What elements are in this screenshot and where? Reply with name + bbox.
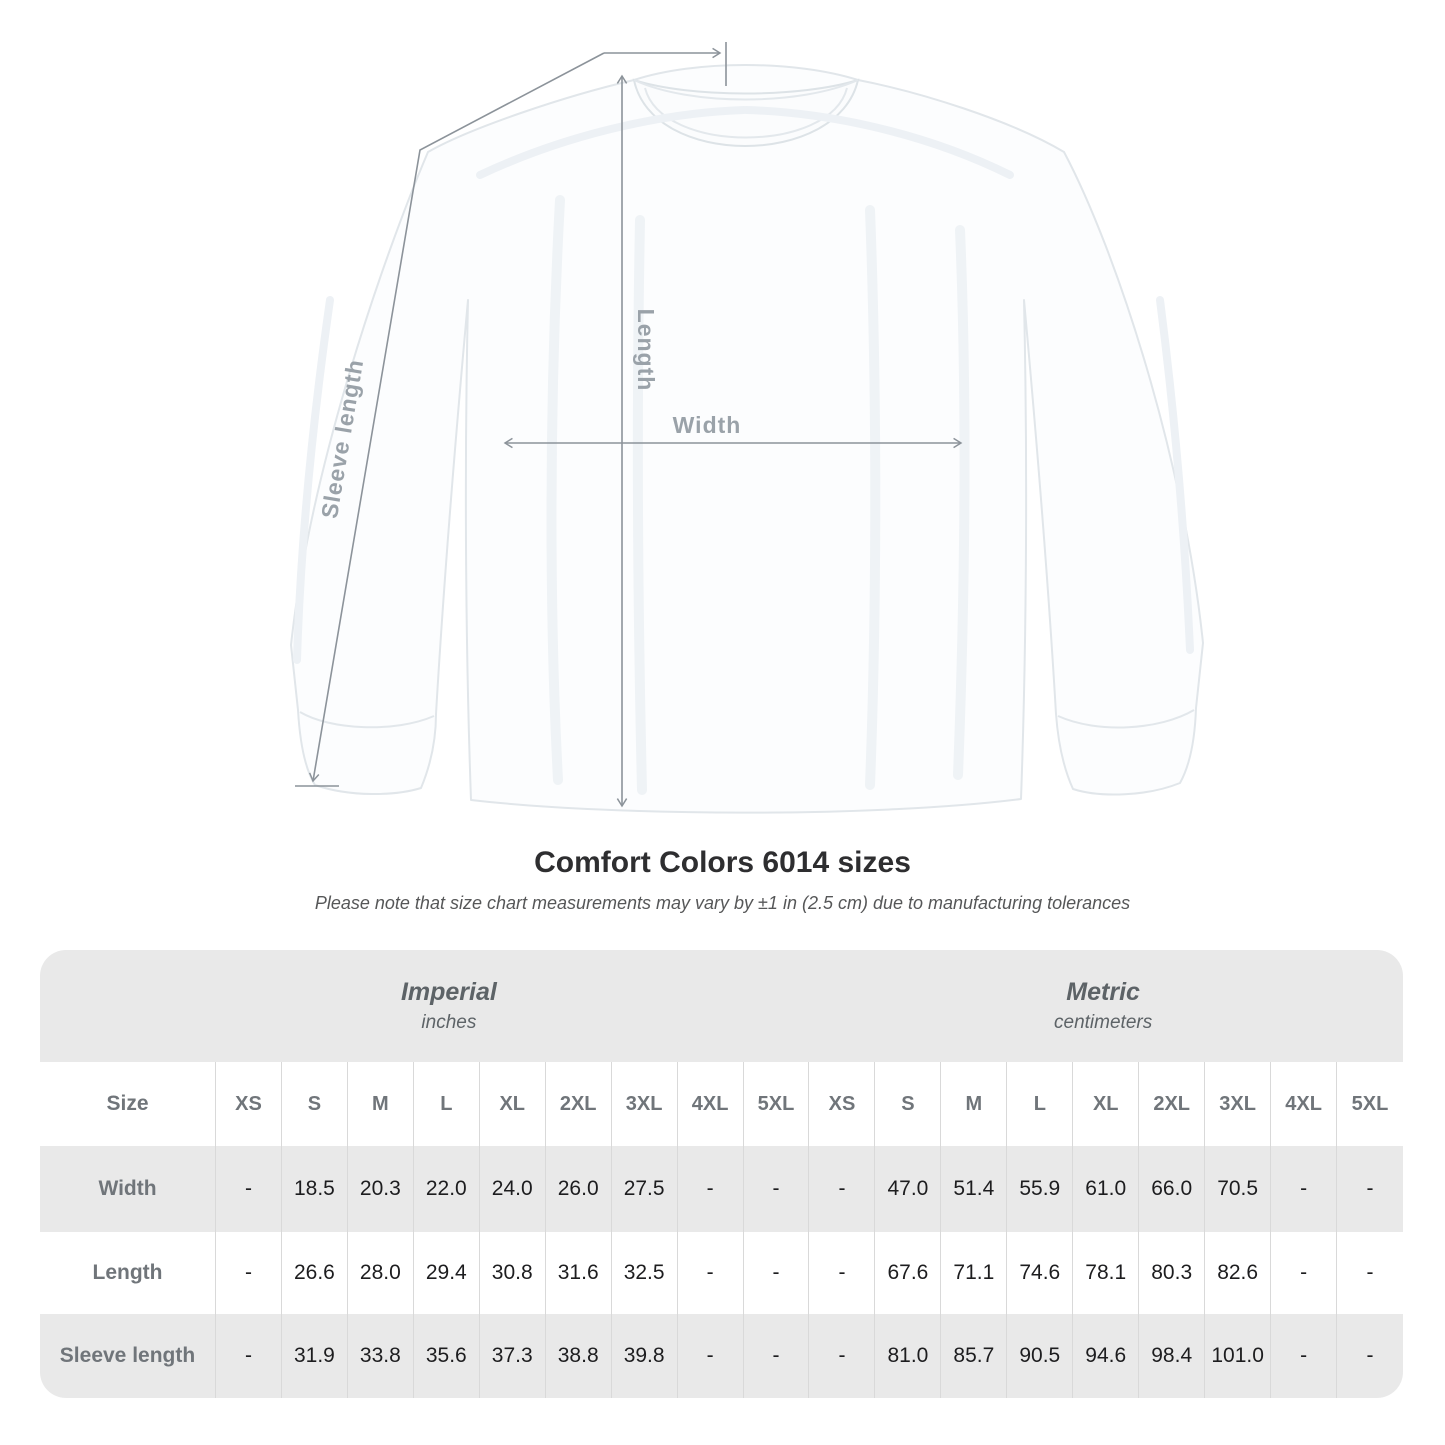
length-label: Length [633,309,659,392]
size-col-header: 4XL [1271,1062,1338,1146]
table-cell: 38.8 [545,1314,612,1398]
size-grid: Size XS S M L XL 2XL 3XL 4XL 5XL XS S M L XL 2XL 3XL 4XL 5… [40,1062,1403,1398]
table-cell: 74.6 [1007,1232,1074,1314]
size-col-header: 2XL [1139,1062,1206,1146]
table-cell: 51.4 [941,1146,1008,1232]
table-cell: - [677,1146,744,1232]
size-col-header: 4XL [678,1062,744,1146]
table-cell: - [809,1232,876,1314]
size-col-header: M [348,1062,414,1146]
table-cell: - [677,1314,744,1398]
shirt-illustration [290,64,1204,814]
size-col-header: L [1007,1062,1074,1146]
size-col-header: M [941,1062,1008,1146]
table-cell: - [1366,1261,1374,1284]
left-cuff [299,711,435,729]
table-cell: 28.0 [348,1232,414,1314]
size-col-header: 5XL [1351,1092,1389,1115]
table-cell: - [1337,1146,1403,1232]
width-label: Width [673,412,742,438]
size-col-header: S [282,1062,348,1146]
unit-header-bar: Imperial inches Metric centimeters [40,950,1403,1062]
table-cell: 35.6 [413,1314,480,1398]
table-cell: 33.8 [347,1314,414,1398]
row-label: Length [40,1232,216,1314]
unit-group-name: Imperial [400,978,497,1006]
table-cell: 98.4 [1139,1314,1206,1398]
unit-group-unit: inches [421,1012,477,1033]
table-cell: - [216,1232,282,1314]
table-cell: 32.5 [612,1232,678,1314]
table-cell: 22.0 [413,1146,480,1232]
table-cell: 94.6 [1073,1314,1140,1398]
table-cell: - [809,1314,876,1398]
table-cell: 18.5 [281,1146,348,1232]
size-header-label: Size [40,1062,216,1146]
row-label: Sleeve length [40,1314,216,1398]
table-cell: 82.6 [1205,1232,1272,1314]
size-col-header: 3XL [1205,1062,1272,1146]
size-col-header: XL [480,1062,546,1146]
table-cell: 31.6 [546,1232,612,1314]
unit-group-metric: Metric centimeters [871,950,1334,1062]
table-cell: 66.0 [1139,1146,1206,1232]
size-col-header: 2XL [546,1062,612,1146]
size-table: Imperial inches Metric centimeters Size X… [40,950,1403,1398]
table-cell: 39.8 [611,1314,678,1398]
table-cell: 26.0 [545,1146,612,1232]
table-cell: - [743,1146,810,1232]
shirt-measurement-diagram: Width Length Sleeve length [290,42,1204,814]
table-cell: 31.9 [281,1314,348,1398]
size-col-header: L [414,1062,480,1146]
table-cell: - [744,1232,810,1314]
table-cell: 24.0 [479,1146,546,1232]
unit-group-name: Metric [1066,978,1140,1006]
right-cuff [1057,709,1195,729]
page-title: Comfort Colors 6014 sizes [534,846,911,879]
table-cell: 27.5 [611,1146,678,1232]
table-cell: 70.5 [1205,1146,1272,1232]
table-cell: - [216,1146,282,1232]
table-cell: - [1271,1232,1338,1314]
unit-group-unit: centimeters [1054,1012,1153,1033]
table-cell: 90.5 [1007,1314,1074,1398]
table-cell: 81.0 [875,1314,942,1398]
size-col-header: XS [216,1062,282,1146]
table-cell: 37.3 [479,1314,546,1398]
table-cell: - [678,1232,744,1314]
table-cell: - [743,1314,810,1398]
table-cell: 80.3 [1139,1232,1206,1314]
table-cell: 29.4 [414,1232,480,1314]
size-col-header: 5XL [744,1062,810,1146]
table-cell: 78.1 [1073,1232,1140,1314]
table-cell: 26.6 [282,1232,348,1314]
size-col-header: XL [1073,1062,1140,1146]
table-cell: - [809,1146,876,1232]
table-cell: 101.0 [1205,1314,1272,1398]
table-cell: 67.6 [875,1232,942,1314]
table-cell: 71.1 [941,1232,1008,1314]
table-cell: 61.0 [1073,1146,1140,1232]
sleeve-measure-line [308,52,605,783]
table-cell: 47.0 [875,1146,942,1232]
table-cell: - [1337,1314,1403,1398]
row-label: Width [40,1146,216,1232]
table-cell: 20.3 [347,1146,414,1232]
size-col-header: 3XL [612,1062,678,1146]
unit-group-imperial: Imperial inches [217,950,680,1062]
table-cell: 30.8 [480,1232,546,1314]
size-col-header: S [875,1062,942,1146]
table-cell: 55.9 [1007,1146,1074,1232]
table-cell: 85.7 [941,1314,1008,1398]
table-cell: - [216,1314,282,1398]
table-cell: - [1271,1314,1338,1398]
tolerance-note: Please note that size chart measurements… [314,893,1131,913]
size-col-header: XS [809,1062,876,1146]
table-cell: - [1271,1146,1338,1232]
